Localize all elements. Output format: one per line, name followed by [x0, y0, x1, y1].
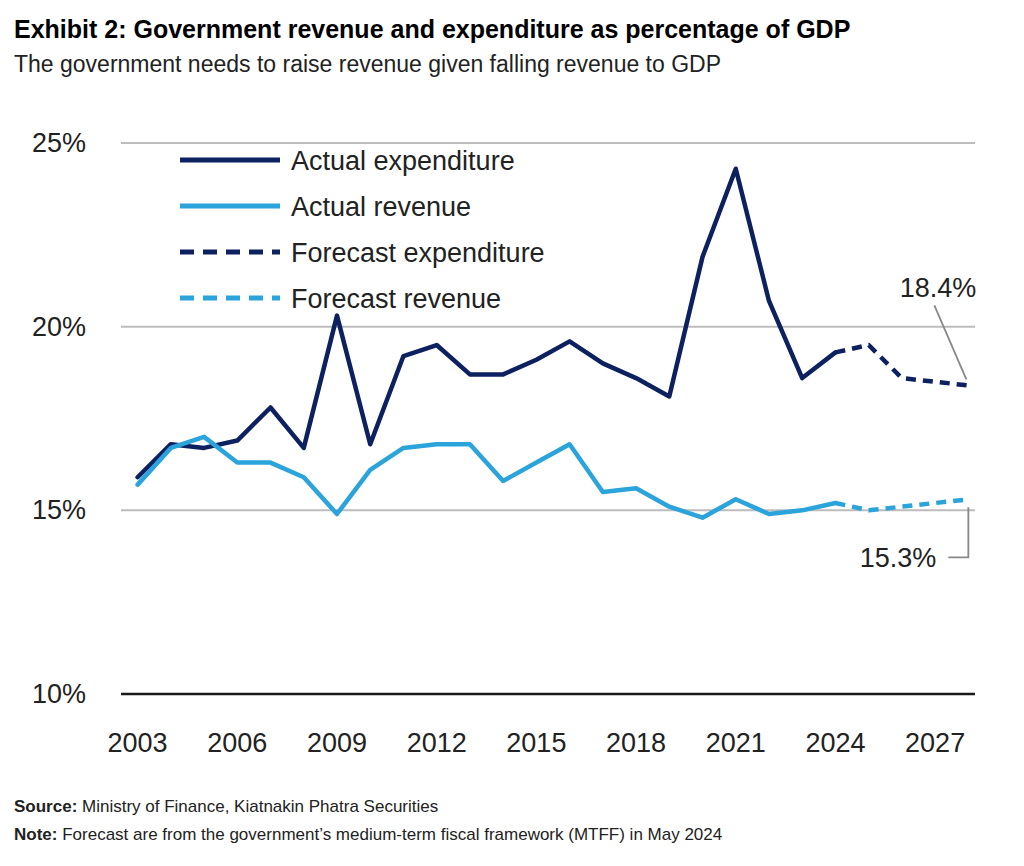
- x-tick-label: 2015: [506, 728, 566, 758]
- y-tick-label: 15%: [32, 495, 86, 525]
- y-tick-label: 25%: [32, 128, 86, 158]
- chart: Exhibit 2: Government revenue and expend…: [0, 0, 1024, 866]
- legend-swatch: [180, 296, 280, 301]
- series-line: [138, 169, 836, 478]
- series-line: [138, 437, 836, 518]
- x-tick-label: 2021: [706, 728, 766, 758]
- note: Note: Forecast are from the government’s…: [14, 825, 722, 844]
- subtitle: The government needs to raise revenue gi…: [14, 51, 721, 77]
- legend-swatch: [180, 250, 280, 255]
- legend: Actual expenditure Actual revenue Forecast…: [180, 146, 545, 314]
- leader-line: [948, 507, 968, 557]
- grid-line: [121, 326, 975, 328]
- y-tick-label: 20%: [32, 312, 86, 342]
- series-line: [835, 345, 968, 385]
- x-tick-label: 2003: [108, 728, 168, 758]
- grid-line: [121, 142, 975, 144]
- note-prefix: Note:: [14, 825, 57, 844]
- grid-line: [121, 509, 975, 511]
- x-tick-label: 2009: [307, 728, 367, 758]
- data-label: 18.4%: [900, 273, 977, 303]
- note-text: Forecast are from the government’s mediu…: [57, 825, 722, 844]
- y-tick-label: 10%: [32, 679, 86, 709]
- legend-label: Actual expenditure: [291, 146, 515, 176]
- lines: [138, 169, 969, 518]
- data-label: 15.3%: [860, 543, 937, 573]
- legend-swatch: [180, 158, 280, 163]
- x-tick-label: 2012: [407, 728, 467, 758]
- source: Source: Ministry of Finance, Kiatnakin P…: [14, 797, 438, 816]
- x-tick-label: 2018: [606, 728, 666, 758]
- x-tick-label: 2027: [905, 728, 965, 758]
- legend-label: Forecast expenditure: [291, 238, 545, 268]
- legend-swatch: [180, 204, 280, 209]
- leader-line: [934, 305, 966, 379]
- source-text: Ministry of Finance, Kiatnakin Phatra Se…: [77, 797, 438, 816]
- source-prefix: Source:: [14, 797, 77, 816]
- title: Exhibit 2: Government revenue and expend…: [14, 15, 850, 43]
- legend-label: Forecast revenue: [291, 284, 501, 314]
- legend-label: Actual revenue: [291, 192, 471, 222]
- x-axis-line: [121, 693, 975, 696]
- x-tick-label: 2006: [207, 728, 267, 758]
- x-tick-label: 2024: [805, 728, 865, 758]
- series-line: [835, 499, 968, 510]
